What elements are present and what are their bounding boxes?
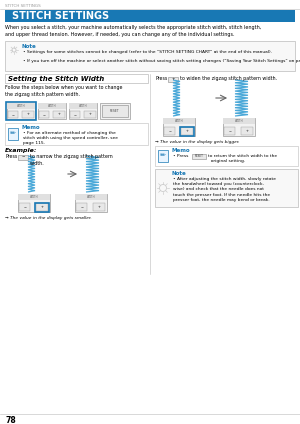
FancyBboxPatch shape (102, 105, 128, 117)
Text: • After adjusting the stitch width, slowly rotate
the handwheel toward you (coun: • After adjusting the stitch width, slow… (173, 177, 276, 202)
Text: to widen the zigzag stitch pattern width.: to widen the zigzag stitch pattern width… (180, 76, 277, 81)
Text: ✏: ✏ (160, 152, 166, 158)
Text: Note: Note (21, 44, 36, 49)
FancyBboxPatch shape (75, 194, 107, 200)
FancyBboxPatch shape (181, 127, 194, 135)
Text: Follow the steps below when you want to change
the zigzag stitch pattern width.: Follow the steps below when you want to … (5, 85, 122, 97)
Text: STITCH SETTINGS: STITCH SETTINGS (5, 4, 41, 8)
Text: Setting the Stitch Width: Setting the Stitch Width (8, 75, 104, 81)
FancyBboxPatch shape (84, 111, 96, 118)
Text: −: − (80, 205, 83, 209)
FancyBboxPatch shape (8, 128, 18, 140)
Text: RESET: RESET (110, 109, 120, 113)
Text: −: − (168, 129, 171, 133)
Text: −: − (21, 155, 25, 159)
Text: RESET: RESET (195, 154, 203, 158)
FancyBboxPatch shape (69, 103, 97, 109)
Text: WIDTH: WIDTH (79, 104, 87, 108)
FancyBboxPatch shape (223, 118, 255, 124)
Text: • Settings for some stitches cannot be changed (refer to the “STITCH SETTING CHA: • Settings for some stitches cannot be c… (23, 50, 272, 54)
FancyBboxPatch shape (163, 118, 195, 136)
FancyBboxPatch shape (18, 154, 28, 159)
FancyBboxPatch shape (18, 194, 50, 212)
FancyBboxPatch shape (224, 127, 235, 135)
Text: Note: Note (171, 171, 186, 176)
Text: WIDTH: WIDTH (48, 104, 56, 108)
FancyBboxPatch shape (39, 111, 49, 118)
FancyBboxPatch shape (164, 127, 175, 135)
Text: −: − (11, 112, 14, 117)
FancyBboxPatch shape (155, 169, 298, 207)
Text: +: + (58, 112, 60, 117)
Text: −: − (43, 112, 45, 117)
FancyBboxPatch shape (158, 150, 168, 162)
FancyBboxPatch shape (93, 203, 105, 211)
FancyBboxPatch shape (155, 146, 298, 166)
Text: WIDTH: WIDTH (175, 119, 183, 123)
FancyBboxPatch shape (100, 103, 130, 119)
Text: When you select a stitch, your machine automatically selects the appropriate sti: When you select a stitch, your machine a… (5, 25, 261, 37)
FancyBboxPatch shape (38, 103, 66, 119)
FancyBboxPatch shape (18, 194, 50, 200)
Text: Example:: Example: (5, 148, 38, 153)
FancyBboxPatch shape (5, 123, 148, 145)
FancyBboxPatch shape (22, 111, 34, 118)
FancyBboxPatch shape (69, 103, 97, 119)
FancyBboxPatch shape (5, 74, 148, 83)
Text: • Press: • Press (173, 154, 188, 158)
Text: +: + (98, 205, 100, 209)
FancyBboxPatch shape (163, 118, 195, 124)
Text: Memo: Memo (171, 148, 190, 153)
Text: +: + (88, 112, 92, 117)
FancyBboxPatch shape (168, 76, 178, 81)
Text: to return the stitch width to the
  original setting.: to return the stitch width to the origin… (208, 154, 277, 163)
FancyBboxPatch shape (70, 111, 80, 118)
Text: WIDTH: WIDTH (30, 195, 38, 199)
FancyBboxPatch shape (5, 41, 295, 71)
Text: +: + (186, 129, 188, 133)
Text: STITCH SETTINGS: STITCH SETTINGS (12, 11, 109, 21)
FancyBboxPatch shape (76, 203, 87, 211)
FancyBboxPatch shape (36, 203, 48, 211)
Text: WIDTH: WIDTH (235, 119, 243, 123)
Text: ✏: ✏ (10, 130, 16, 136)
FancyBboxPatch shape (8, 111, 18, 118)
FancyBboxPatch shape (223, 118, 255, 136)
Text: → The value in the display gets bigger.: → The value in the display gets bigger. (155, 140, 240, 144)
FancyBboxPatch shape (241, 127, 254, 135)
FancyBboxPatch shape (38, 103, 66, 109)
Text: +: + (246, 129, 248, 133)
FancyBboxPatch shape (192, 154, 206, 159)
Text: → The value in the display gets smaller.: → The value in the display gets smaller. (5, 216, 92, 220)
Text: −: − (23, 205, 26, 209)
Text: +: + (171, 77, 175, 81)
Text: WIDTH: WIDTH (87, 195, 95, 199)
Text: • For an alternate method of changing the
stitch width using the speed controlle: • For an alternate method of changing th… (23, 131, 118, 145)
Text: Press: Press (155, 76, 167, 81)
FancyBboxPatch shape (75, 194, 107, 212)
FancyBboxPatch shape (53, 111, 64, 118)
Text: −: − (228, 129, 231, 133)
Text: −: − (74, 112, 76, 117)
Text: WIDTH: WIDTH (17, 104, 25, 108)
Text: +: + (40, 205, 43, 209)
FancyBboxPatch shape (5, 10, 295, 22)
FancyBboxPatch shape (19, 203, 30, 211)
FancyBboxPatch shape (7, 103, 35, 119)
Text: +: + (27, 112, 29, 117)
Text: Press: Press (5, 154, 17, 159)
FancyBboxPatch shape (7, 103, 35, 109)
Text: Memo: Memo (21, 125, 40, 130)
Text: 78: 78 (5, 416, 16, 424)
Text: to narrow the zigzag stitch pattern
width.: to narrow the zigzag stitch pattern widt… (30, 154, 113, 166)
Text: • If you turn off the machine or select another stitch without saving stitch set: • If you turn off the machine or select … (23, 59, 300, 63)
